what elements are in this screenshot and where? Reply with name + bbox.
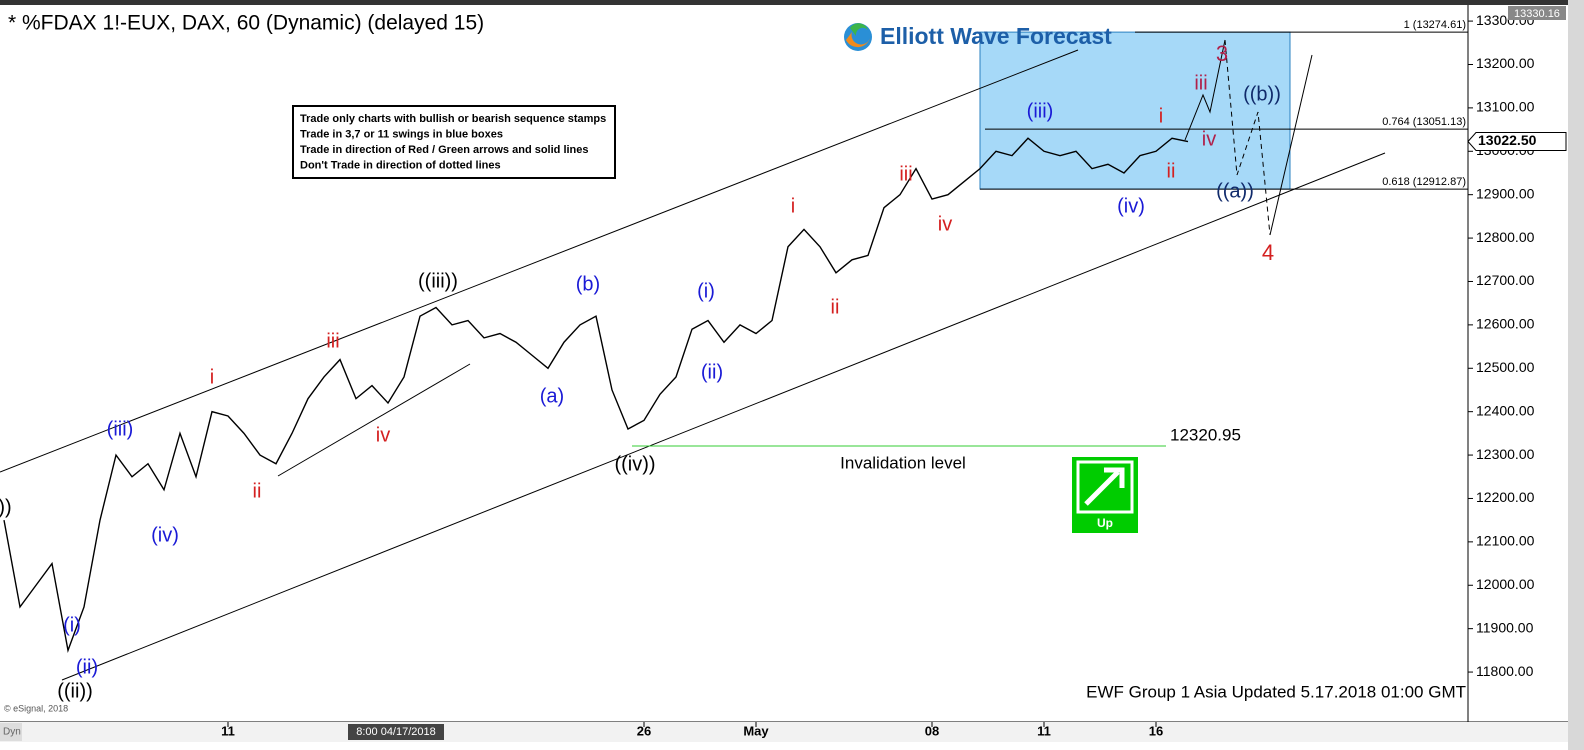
x-tick-label: 08 — [925, 723, 939, 738]
y-tick-label: 12500.00 — [1476, 359, 1535, 375]
wave-label: i — [210, 366, 214, 388]
x-tick-label: May — [743, 723, 769, 738]
wave-label: )) — [0, 496, 12, 518]
top-bar — [0, 0, 1584, 5]
projection-solid — [1269, 54, 1313, 236]
fib-label: 0.764 (13051.13) — [1382, 116, 1466, 128]
logo-text: Elliott Wave Forecast — [880, 23, 1112, 49]
wave-label: i — [1159, 105, 1163, 127]
y-tick-label: 12100.00 — [1476, 533, 1535, 549]
plot: 1 (13274.61) 0.764 (13051.13) 0.618 (12912… — [0, 19, 1468, 702]
wave-label: ((a)) — [1216, 180, 1254, 202]
corner-label: Dyn — [3, 727, 21, 738]
y-tick-label: 12000.00 — [1476, 576, 1535, 592]
wave-label: (iv) — [151, 524, 179, 546]
footer: EWF Group 1 Asia Updated 5.17.2018 01:00… — [1086, 682, 1466, 701]
projection-dashed — [1224, 39, 1271, 236]
target-box — [979, 31, 1291, 190]
x-tick-label: 11 — [1037, 723, 1051, 738]
wave-label: (ii) — [701, 361, 723, 383]
wave-label: ii — [1167, 160, 1176, 182]
wave-label: (ii) — [76, 656, 98, 678]
x-tick-label: 11 — [221, 723, 235, 738]
wave-label: ((b)) — [1243, 83, 1281, 105]
chart-title: * %FDAX 1!-EUX, DAX, 60 (Dynamic) (delay… — [8, 12, 484, 35]
note-line: Trade only charts with bullish or bearis… — [300, 113, 606, 125]
y-tick-label: 12400.00 — [1476, 402, 1535, 418]
crosshair-label: 8:00 04/17/2018 — [356, 726, 436, 738]
wave-label: 4 — [1262, 240, 1274, 265]
wave-label: iv — [938, 213, 952, 235]
y-tick-label: 12900.00 — [1476, 185, 1535, 201]
wave-label: ii — [831, 296, 840, 318]
y-tick-label: 13100.00 — [1476, 99, 1535, 115]
fib-label: 1 (13274.61) — [1404, 19, 1466, 31]
y-tick-label: 11900.00 — [1476, 619, 1534, 635]
last-price-marker — [1467, 132, 1567, 152]
wave-label: (b) — [576, 273, 600, 295]
x-tick-label: 26 — [637, 723, 651, 738]
wave-label: iv — [376, 424, 390, 446]
wave-label: (iv) — [1117, 195, 1145, 217]
wave-label: (a) — [540, 385, 564, 407]
y-tick-label: 13200.00 — [1476, 55, 1535, 71]
y-tick-label: 11800.00 — [1476, 663, 1534, 679]
last-price-label: 13022.50 — [1478, 132, 1537, 148]
x-axis-band — [0, 722, 1568, 742]
signal-label: Up — [1097, 516, 1113, 530]
right-edge — [1568, 0, 1584, 750]
channel-line — [0, 49, 1079, 473]
projection-solid — [1184, 39, 1226, 141]
wave-label: (i) — [697, 280, 715, 302]
signal-arrow — [1084, 467, 1125, 506]
wave-label: 3 — [1216, 41, 1228, 66]
notes: Trade only charts with bullish or bearis… — [300, 113, 606, 172]
note-line: Trade in 3,7 or 11 swings in blue boxes — [300, 128, 503, 140]
wave-label: ((iv)) — [614, 453, 655, 475]
wave-label: (iii) — [1027, 100, 1054, 122]
wave-label: (i) — [63, 614, 81, 636]
x-tick-label: 16 — [1149, 723, 1163, 738]
logo: Elliott Wave Forecast — [844, 23, 1112, 51]
notes-box — [292, 105, 616, 179]
crosshair-box — [348, 724, 444, 740]
invalidation-label: Invalidation level — [840, 453, 966, 472]
y-tick-label: 12300.00 — [1476, 446, 1535, 462]
y-tick-label: 12200.00 — [1476, 489, 1535, 505]
note-line: Don't Trade in direction of dotted lines — [300, 159, 501, 171]
wave-label: iv — [1202, 128, 1216, 150]
channel-line — [277, 363, 471, 477]
wave-label: ((ii)) — [57, 680, 93, 702]
corner-box — [0, 723, 22, 741]
wave-label: iii — [326, 330, 339, 352]
wave-label: iii — [899, 163, 912, 185]
signal-inner — [1076, 460, 1134, 514]
copyright: © eSignal, 2018 — [4, 703, 68, 713]
y-tick-label: 12800.00 — [1476, 229, 1535, 245]
fib-label: 0.618 (12912.87) — [1382, 176, 1466, 188]
axis-top-label: 13330.16 — [1514, 8, 1560, 20]
price-line — [3, 137, 1189, 653]
wave-label: ((iii)) — [418, 270, 458, 292]
axis-top-box — [1508, 6, 1566, 20]
wave-label: ii — [253, 480, 262, 502]
y-tick-label: 12700.00 — [1476, 272, 1535, 288]
invalidation-value: 12320.95 — [1170, 425, 1241, 444]
wave-label: iii — [1194, 72, 1207, 94]
y-tick-label: 12600.00 — [1476, 316, 1535, 332]
channel-line — [61, 152, 1386, 681]
wave-label: i — [791, 195, 795, 217]
note-line: Trade in direction of Red / Green arrows… — [300, 144, 589, 156]
wave-label: (iii) — [107, 418, 134, 440]
logo-icon — [846, 32, 870, 48]
logo-icon — [850, 23, 868, 36]
